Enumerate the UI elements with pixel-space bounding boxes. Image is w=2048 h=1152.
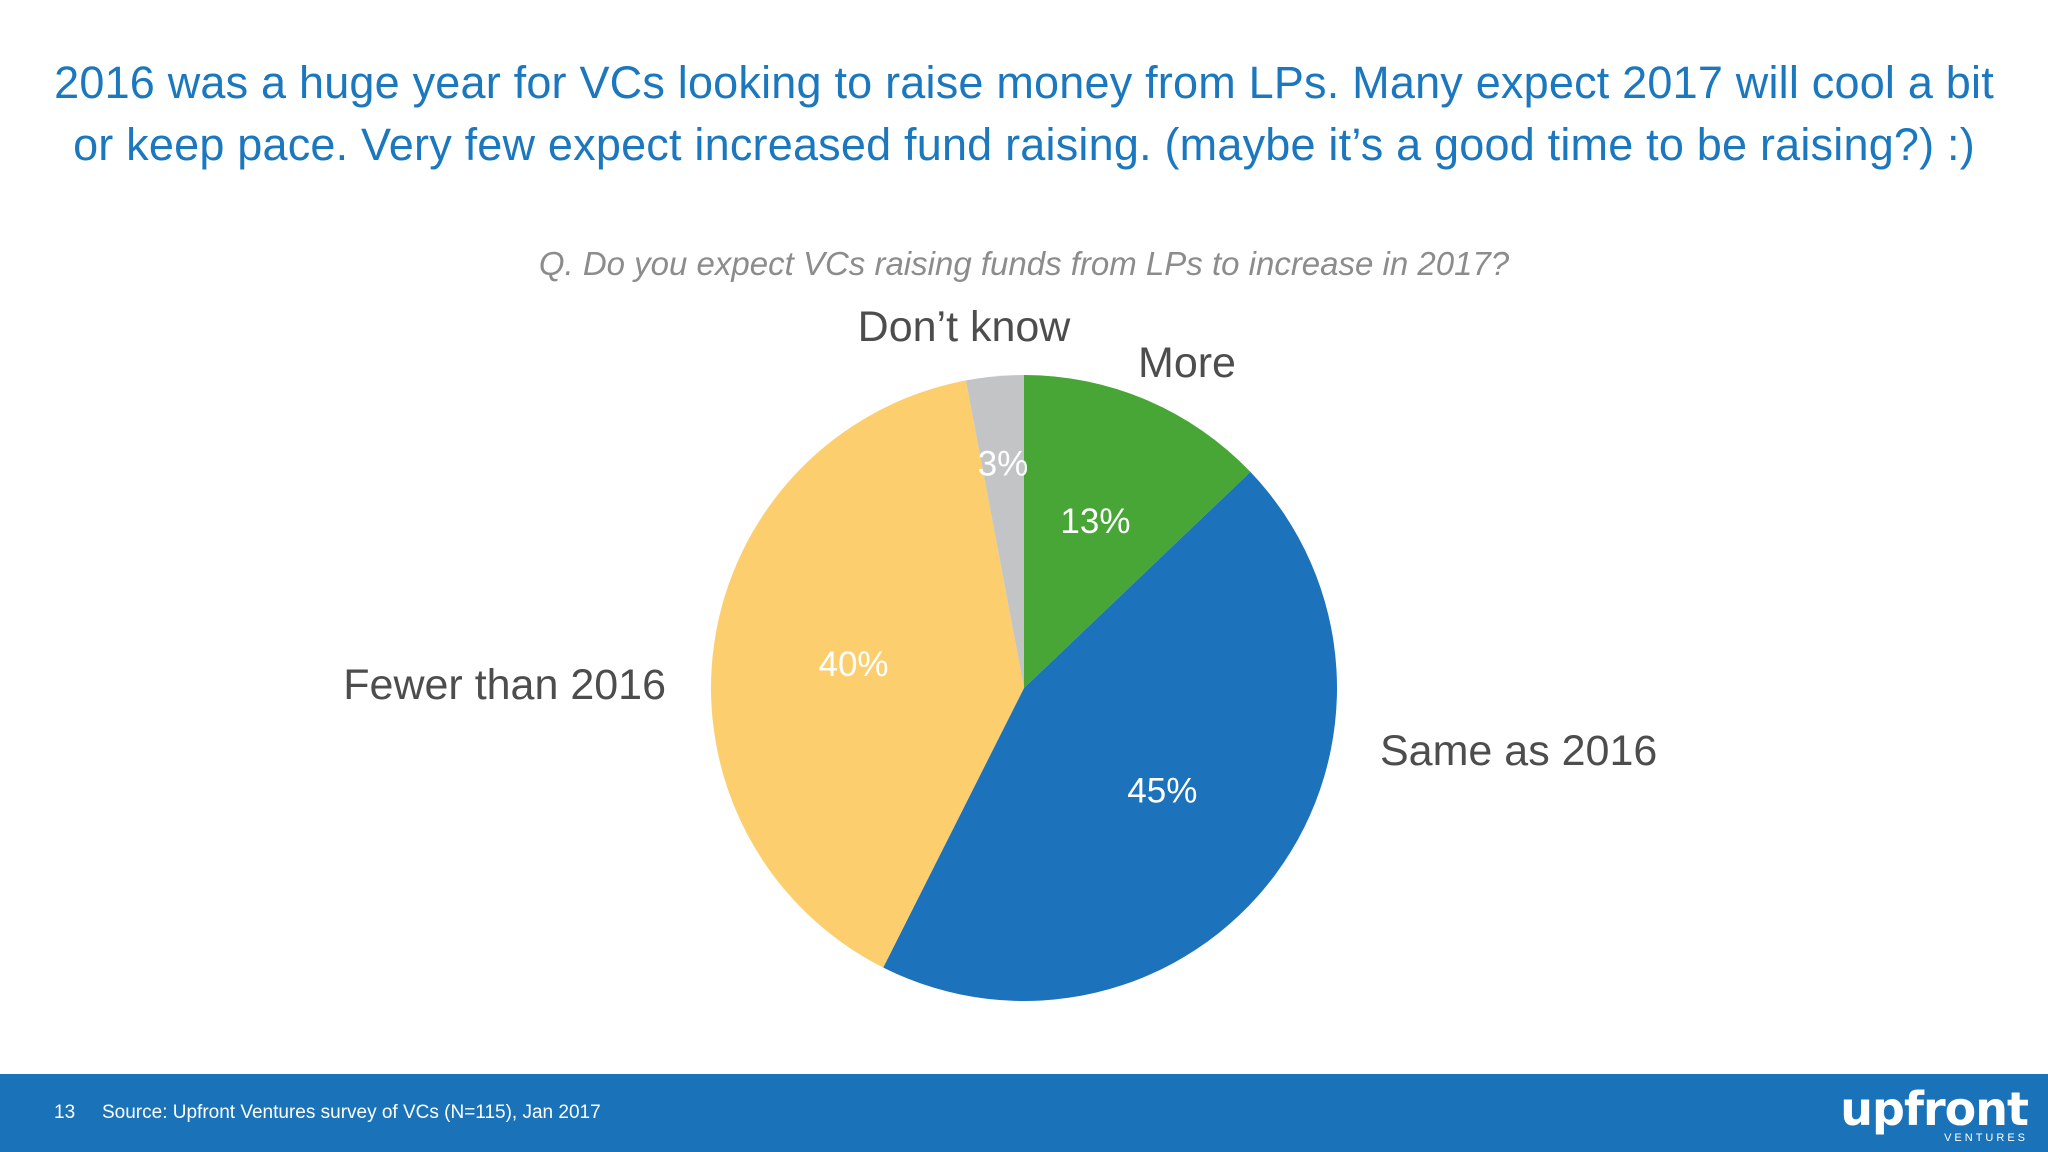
footer-bar: 13 Source: Upfront Ventures survey of VC… bbox=[0, 1074, 2048, 1152]
slice-value-label: 40% bbox=[819, 645, 889, 684]
slice-category-label: Don’t know bbox=[858, 303, 1072, 351]
pie-slice-same-as-2016 bbox=[883, 471, 1337, 1001]
slice-category-label: Fewer than 2016 bbox=[343, 661, 666, 709]
pie-slice-more bbox=[1024, 375, 1251, 688]
pie-chart: 13% More 45% Same as 2016 40% Fewer than 2016… bbox=[343, 303, 1657, 1001]
slice-value-label: 13% bbox=[1060, 502, 1130, 541]
headline-line-1: 2016 was a huge year for VCs looking to … bbox=[54, 57, 1994, 108]
slice-category-label: Same as 2016 bbox=[1380, 727, 1657, 775]
logo-wordmark: upfront bbox=[1840, 1082, 2029, 1136]
headline-line-2: or keep pace. Very few expect increased … bbox=[73, 119, 1975, 170]
source-note: Source: Upfront Ventures survey of VCs (… bbox=[102, 1102, 601, 1123]
pie-slice-fewer-than-2016 bbox=[711, 380, 1024, 968]
slice-value-label: 45% bbox=[1127, 771, 1197, 810]
slice-category-label: More bbox=[1138, 339, 1236, 387]
chart-title: Q. Do you expect VCs raising funds from … bbox=[538, 245, 1510, 282]
page-number: 13 bbox=[54, 1102, 76, 1123]
headline: 2016 was a huge year for VCs looking to … bbox=[0, 52, 2048, 176]
slice-value-label: 3% bbox=[978, 445, 1029, 484]
upfront-logo: upfront VENTURES bbox=[1840, 1082, 2029, 1144]
pie-slice-don-t-know bbox=[965, 375, 1024, 688]
logo-subtext: VENTURES bbox=[1944, 1132, 2028, 1144]
